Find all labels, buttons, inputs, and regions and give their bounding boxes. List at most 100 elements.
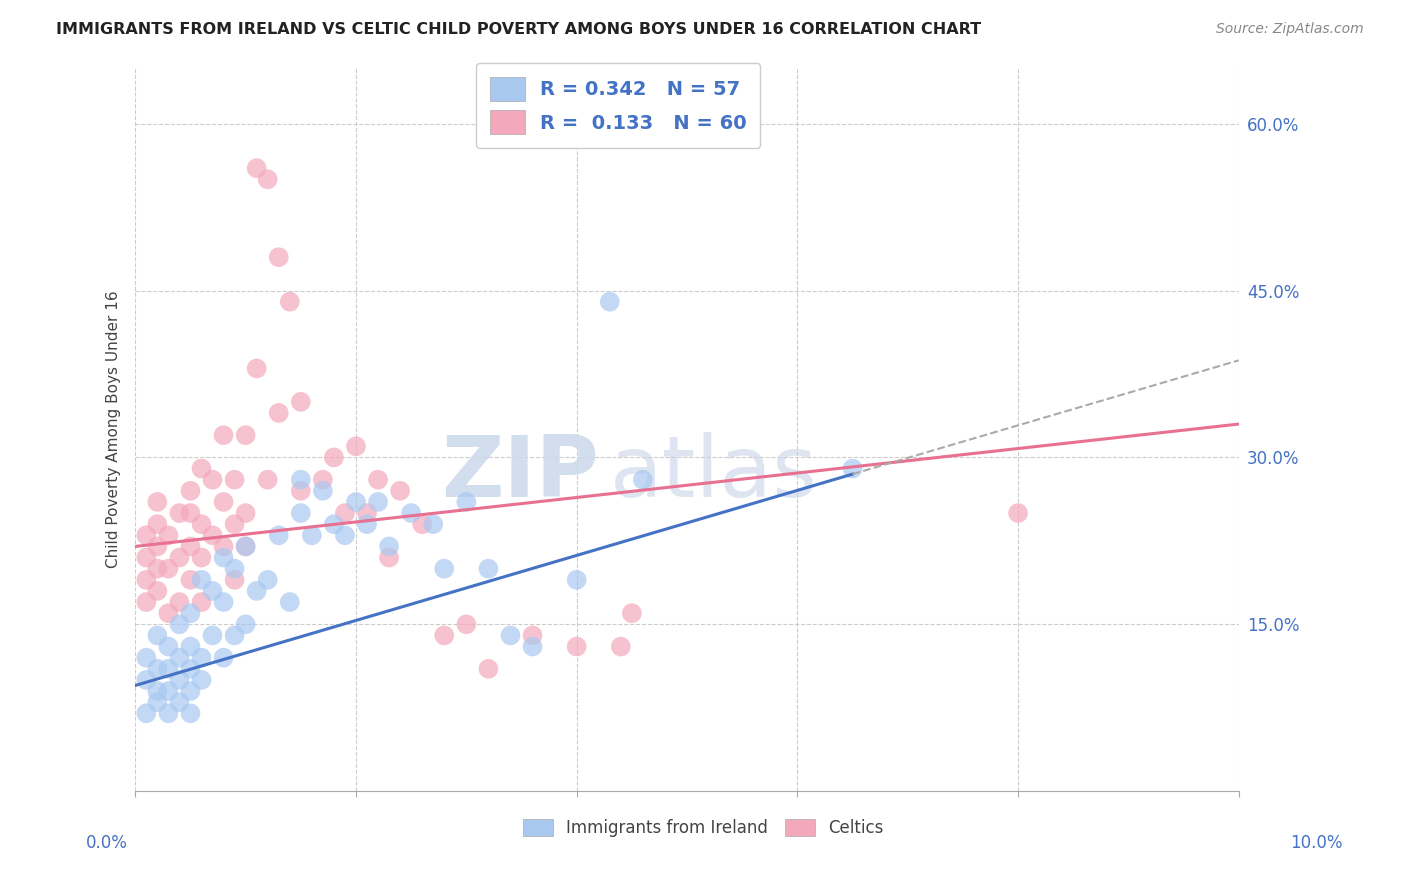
Point <box>169 673 191 687</box>
Point <box>146 517 169 532</box>
Point <box>367 473 389 487</box>
Point <box>169 550 191 565</box>
Point <box>344 439 367 453</box>
Point <box>290 394 312 409</box>
Point <box>190 517 212 532</box>
Text: ZIP: ZIP <box>441 432 599 515</box>
Point <box>312 473 335 487</box>
Point <box>190 673 212 687</box>
Point <box>610 640 633 654</box>
Point <box>169 650 191 665</box>
Point <box>157 706 180 721</box>
Point <box>212 595 235 609</box>
Point <box>267 528 290 542</box>
Point <box>146 495 169 509</box>
Point <box>565 573 588 587</box>
Point <box>157 640 180 654</box>
Point <box>201 528 224 542</box>
Point <box>179 573 201 587</box>
Point <box>169 617 191 632</box>
Point <box>201 583 224 598</box>
Point <box>278 595 301 609</box>
Legend: Immigrants from Ireland, Celtics: Immigrants from Ireland, Celtics <box>516 812 890 844</box>
Point <box>224 628 246 642</box>
Point <box>135 673 157 687</box>
Point <box>333 506 356 520</box>
Point <box>190 650 212 665</box>
Point <box>146 684 169 698</box>
Point <box>267 406 290 420</box>
Point <box>235 540 257 554</box>
Point <box>224 562 246 576</box>
Legend: R = 0.342   N = 57, R =  0.133   N = 60: R = 0.342 N = 57, R = 0.133 N = 60 <box>477 63 761 148</box>
Point <box>146 540 169 554</box>
Point <box>433 628 456 642</box>
Point <box>356 517 378 532</box>
Point <box>135 595 157 609</box>
Point <box>212 650 235 665</box>
Text: Source: ZipAtlas.com: Source: ZipAtlas.com <box>1216 22 1364 37</box>
Point <box>179 706 201 721</box>
Point <box>235 428 257 442</box>
Point <box>599 294 621 309</box>
Point <box>190 550 212 565</box>
Point <box>456 617 478 632</box>
Point <box>179 540 201 554</box>
Point <box>290 506 312 520</box>
Point <box>146 628 169 642</box>
Point <box>631 473 654 487</box>
Point <box>456 495 478 509</box>
Point <box>135 573 157 587</box>
Point <box>157 562 180 576</box>
Text: 0.0%: 0.0% <box>86 834 128 852</box>
Point <box>146 695 169 709</box>
Point <box>422 517 444 532</box>
Point <box>235 506 257 520</box>
Point <box>477 662 499 676</box>
Point <box>389 483 412 498</box>
Point <box>411 517 433 532</box>
Point <box>290 483 312 498</box>
Point <box>157 662 180 676</box>
Point <box>135 650 157 665</box>
Point <box>235 540 257 554</box>
Point <box>179 640 201 654</box>
Point <box>620 606 643 620</box>
Point <box>399 506 422 520</box>
Point <box>322 450 344 465</box>
Text: 10.0%: 10.0% <box>1289 834 1343 852</box>
Point <box>201 473 224 487</box>
Point <box>135 528 157 542</box>
Point <box>212 540 235 554</box>
Point <box>212 550 235 565</box>
Point <box>267 250 290 264</box>
Point <box>212 495 235 509</box>
Point <box>224 473 246 487</box>
Point <box>378 550 401 565</box>
Point <box>179 483 201 498</box>
Point <box>256 473 278 487</box>
Point <box>433 562 456 576</box>
Point <box>224 573 246 587</box>
Point <box>135 706 157 721</box>
Point <box>157 606 180 620</box>
Point <box>179 606 201 620</box>
Text: atlas: atlas <box>610 432 818 515</box>
Point <box>169 695 191 709</box>
Point <box>522 640 544 654</box>
Point <box>146 583 169 598</box>
Point <box>179 506 201 520</box>
Point <box>169 506 191 520</box>
Text: IMMIGRANTS FROM IRELAND VS CELTIC CHILD POVERTY AMONG BOYS UNDER 16 CORRELATION : IMMIGRANTS FROM IRELAND VS CELTIC CHILD … <box>56 22 981 37</box>
Point <box>301 528 323 542</box>
Point <box>224 517 246 532</box>
Point <box>212 428 235 442</box>
Point <box>344 495 367 509</box>
Point <box>356 506 378 520</box>
Point <box>841 461 863 475</box>
Point <box>179 684 201 698</box>
Point <box>477 562 499 576</box>
Point <box>135 550 157 565</box>
Point <box>146 662 169 676</box>
Point <box>333 528 356 542</box>
